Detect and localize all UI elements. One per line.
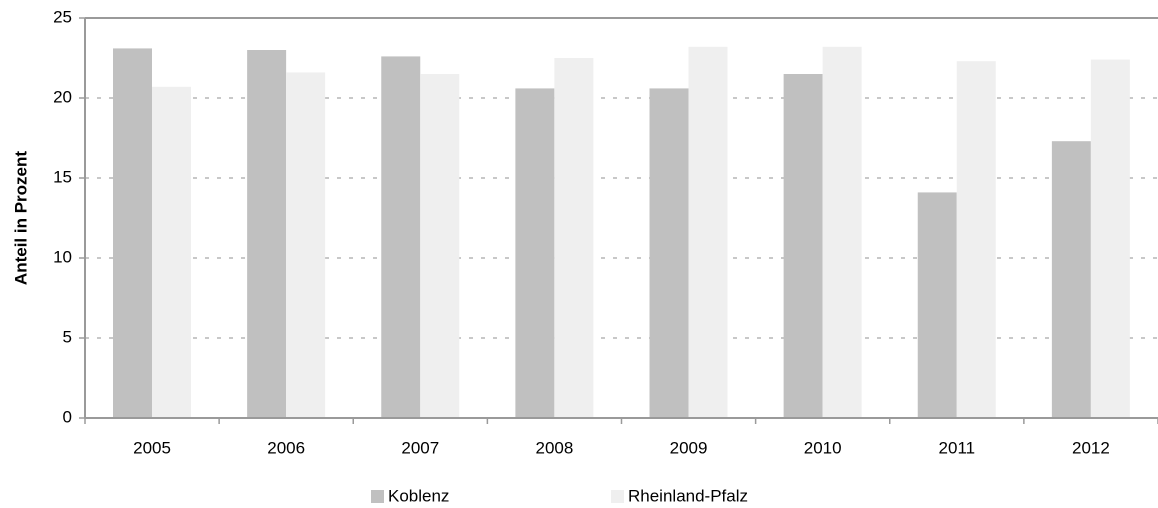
bar-koblenz-2008 xyxy=(515,88,555,419)
y-tick-label: 15 xyxy=(53,167,72,186)
x-tick-label: 2006 xyxy=(267,438,305,457)
bar-koblenz-2012 xyxy=(1051,141,1091,418)
x-tick-label: 2009 xyxy=(670,438,708,457)
bar-rheinland-pfalz-2010 xyxy=(822,46,862,419)
x-tick-label: 2005 xyxy=(133,438,171,457)
y-tick-label: 0 xyxy=(63,407,72,426)
x-tick-labels: 2005 2006 2007 2008 2009 2010 2011 2012 xyxy=(133,438,1110,457)
bar-rheinland-pfalz-2008 xyxy=(554,58,594,418)
bars-layer xyxy=(113,46,1130,419)
y-tick-label: 5 xyxy=(63,327,72,346)
bar-koblenz-2005 xyxy=(113,48,152,419)
bar-koblenz-2011 xyxy=(917,192,957,418)
legend-label-koblenz: Koblenz xyxy=(388,486,449,505)
y-tick-label: 25 xyxy=(53,7,72,26)
bar-koblenz-2010 xyxy=(783,74,823,418)
y-tick-label: 20 xyxy=(53,87,72,106)
bar-rheinland-pfalz-2006 xyxy=(286,72,326,419)
bar-rheinland-pfalz-2005 xyxy=(152,86,191,419)
grid-layer xyxy=(85,97,1158,339)
bar-koblenz-2007 xyxy=(381,56,421,419)
legend-swatch-koblenz xyxy=(371,490,384,503)
legend-label-rheinland-pfalz: Rheinland-Pfalz xyxy=(628,486,748,505)
bar-rheinland-pfalz-2011 xyxy=(956,61,996,418)
y-axis-title: Anteil in Prozent xyxy=(11,151,30,285)
y-tick-labels: 0 5 10 15 20 25 xyxy=(53,7,72,426)
bar-koblenz-2006 xyxy=(247,50,287,418)
legend: Koblenz Rheinland-Pfalz xyxy=(371,486,748,505)
bar-rheinland-pfalz-2009 xyxy=(688,46,728,419)
bar-rheinland-pfalz-2007 xyxy=(420,74,460,418)
y-tick-label: 10 xyxy=(53,247,72,266)
axis-layer xyxy=(79,17,1158,424)
x-tick-label: 2008 xyxy=(536,438,574,457)
x-tick-label: 2007 xyxy=(401,438,439,457)
x-tick-label: 2012 xyxy=(1072,438,1110,457)
x-tick-label: 2010 xyxy=(804,438,842,457)
x-tick-label: 2011 xyxy=(939,438,976,457)
legend-swatch-rheinland-pfalz xyxy=(611,490,624,503)
bar-koblenz-2009 xyxy=(649,88,689,419)
bar-rheinland-pfalz-2012 xyxy=(1090,59,1130,418)
